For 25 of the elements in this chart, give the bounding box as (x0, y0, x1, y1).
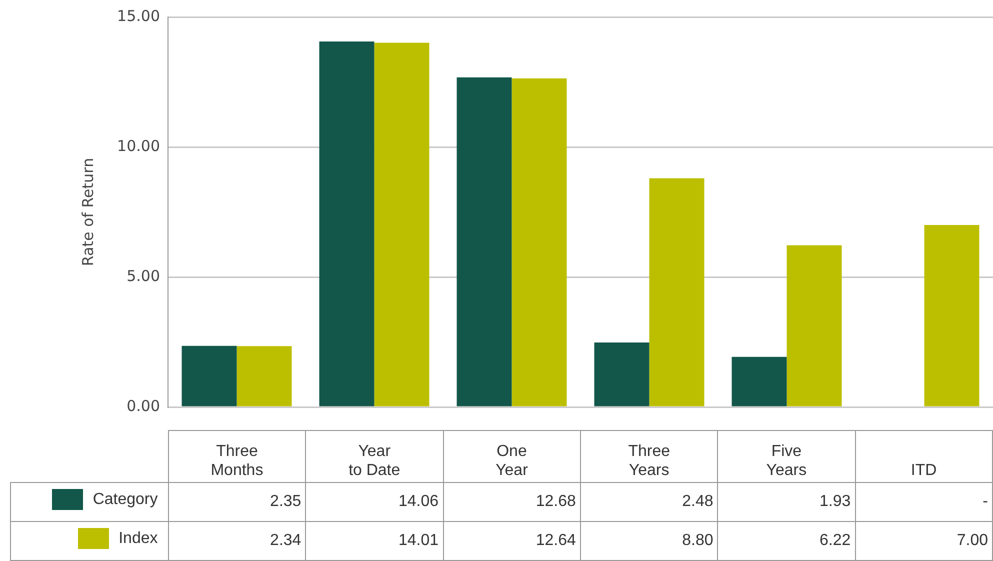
data-label: 7.00 (855, 522, 992, 560)
data-label: 6.22 (718, 522, 856, 560)
x-tick-label: Year to Date (306, 430, 444, 482)
x-tick-label: Five Years (718, 430, 856, 482)
x-tick-label: Three Years (580, 430, 718, 482)
y-axis-title: Rate of Return (78, 158, 97, 266)
x-tick-label: ITD (855, 430, 992, 482)
data-label: 2.34 (168, 522, 306, 560)
legend-label: Category (92, 490, 158, 508)
data-label: 14.06 (306, 482, 444, 522)
data-label: 12.64 (443, 522, 580, 560)
x-tick-label: Three Months (168, 430, 306, 482)
data-label: 1.93 (718, 482, 856, 522)
y-tick-label: 0.00 (126, 396, 160, 415)
data-label: 2.35 (168, 482, 306, 522)
data-label: 14.01 (306, 522, 444, 560)
x-tick-label: One Year (443, 430, 580, 482)
data-label: 2.48 (580, 482, 718, 522)
data-label: 8.80 (580, 522, 718, 560)
legend-label: Index (118, 530, 158, 548)
text: - (982, 493, 988, 510)
y-tick-label: 5.00 (126, 266, 160, 285)
y-tick-label: 10.00 (117, 136, 160, 155)
y-tick-label: 15.00 (117, 6, 160, 25)
data-label: 12.68 (443, 482, 580, 522)
